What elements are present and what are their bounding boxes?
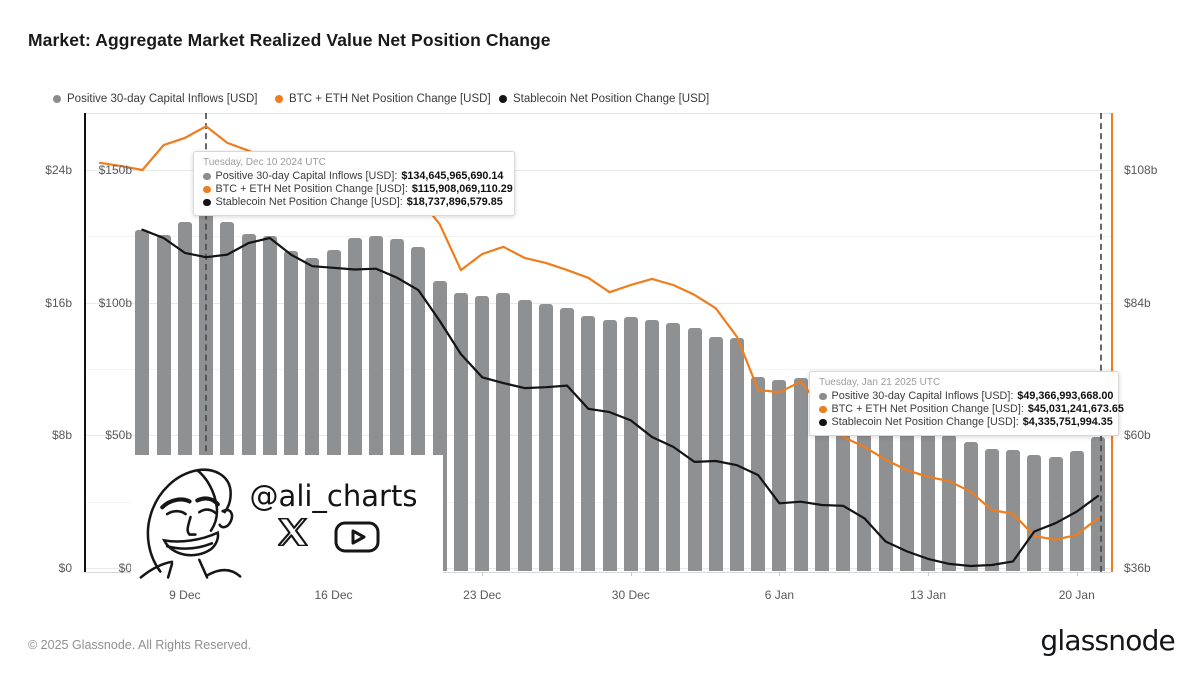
bar-2025-01-12[interactable]: [899, 427, 914, 571]
tooltip-dec-10: Tuesday, Dec 10 2024 UTC Positive 30-day…: [193, 151, 515, 216]
h-gridline-minor: [84, 369, 1111, 370]
bar-2024-12-22[interactable]: [453, 293, 468, 571]
legend-label: Positive 30-day Capital Inflows [USD]: [67, 93, 258, 105]
legend-item-stablecoin[interactable]: Stablecoin Net Position Change [USD]: [499, 93, 709, 105]
bar-2025-01-07[interactable]: [793, 378, 808, 571]
x-twitter-logo-icon: [278, 518, 308, 546]
crosshair-jan-21: [1100, 113, 1102, 572]
tooltip-row: Stablecoin Net Position Change [USD]: $18…: [203, 196, 505, 209]
bar-2024-12-25[interactable]: [517, 300, 532, 571]
x-tick-label: 9 Dec: [169, 588, 201, 602]
x-tick-label: 20 Jan: [1058, 588, 1095, 602]
bar-2025-01-16[interactable]: [984, 448, 999, 571]
bar-2025-01-02[interactable]: [687, 327, 702, 571]
legend-dot-black-icon: [499, 95, 507, 103]
y-tick-left-inner: $0: [118, 561, 132, 575]
bar-2024-12-24[interactable]: [496, 293, 511, 571]
plot-top-border: [84, 113, 1111, 114]
x-tick-label: 16 Dec: [314, 588, 353, 602]
y-tick-left-outer: $0: [58, 561, 72, 575]
copyright-text: © 2025 Glassnode. All Rights Reserved.: [28, 638, 252, 652]
left-axis-line: [84, 113, 86, 572]
y-tick-right: $108b: [1124, 163, 1158, 177]
legend-label: BTC + ETH Net Position Change [USD]: [289, 93, 491, 105]
orange-dot-icon: [203, 185, 211, 194]
bar-2024-12-30[interactable]: [623, 317, 638, 571]
y-tick-right: $36b: [1124, 561, 1151, 575]
bar-2025-01-14[interactable]: [942, 435, 957, 571]
y-tick-left-inner: $100b: [98, 295, 132, 310]
tooltip-row: Positive 30-day Capital Inflows [USD]: $4…: [819, 390, 1113, 403]
tooltip-date: Tuesday, Jan 21 2025 UTC: [819, 377, 941, 388]
x-tick-label: 23 Dec: [463, 588, 502, 602]
tooltip-row: Stablecoin Net Position Change [USD]: $4,…: [819, 416, 1113, 429]
x-tick-mark: [630, 572, 632, 576]
bar-2024-12-28[interactable]: [581, 315, 596, 571]
legend-item-btc-eth[interactable]: BTC + ETH Net Position Change [USD]: [275, 93, 491, 105]
right-axis-line: [1111, 113, 1113, 572]
tooltip-row: BTC + ETH Net Position Change [USD]: $115…: [203, 183, 513, 196]
h-gridline: [84, 302, 1111, 304]
tooltip-row: BTC + ETH Net Position Change [USD]: $45,…: [819, 403, 1124, 416]
legend-label: Stablecoin Net Position Change [USD]: [513, 93, 710, 105]
gray-dot-icon: [819, 392, 827, 401]
y-tick-left-outer: $24b: [45, 163, 72, 177]
watermark: @ali_charts: [131, 455, 443, 580]
y-tick-left-outer: $8b: [51, 428, 72, 443]
watermark-handle: @ali_charts: [249, 479, 418, 513]
x-tick-mark: [482, 572, 484, 576]
h-gridline-minor: [84, 236, 1111, 238]
youtube-play-icon: [334, 521, 380, 553]
page-title: Market: Aggregate Market Realized Value …: [28, 30, 551, 50]
gray-dot-icon: [203, 172, 211, 181]
bar-2025-01-06[interactable]: [772, 379, 787, 571]
y-tick-left-inner: $150b: [98, 163, 132, 177]
y-tick-right: $84b: [1124, 295, 1151, 310]
x-tick-mark: [1076, 572, 1078, 576]
bar-2025-01-03[interactable]: [708, 337, 723, 571]
bar-2024-12-29[interactable]: [602, 319, 617, 571]
tooltip-row: Positive 30-day Capital Inflows [USD]: $1…: [203, 170, 505, 183]
bar-2025-01-19[interactable]: [1048, 456, 1063, 571]
bar-2024-12-31[interactable]: [645, 319, 660, 571]
x-tick-label: 6 Jan: [764, 588, 795, 602]
y-tick-right: $60b: [1124, 428, 1151, 443]
bar-2024-12-26[interactable]: [538, 303, 553, 571]
bar-2025-01-18[interactable]: [1027, 455, 1042, 571]
legend-item-capital-inflows[interactable]: Positive 30-day Capital Inflows [USD]: [53, 93, 257, 105]
tooltip-jan-21: Tuesday, Jan 21 2025 UTC Positive 30-day…: [809, 371, 1124, 436]
x-tick-label: 30 Dec: [611, 588, 650, 602]
bar-2024-12-27[interactable]: [560, 307, 575, 571]
h-gridline: [84, 568, 1111, 569]
bar-2025-01-21[interactable]: [1090, 437, 1105, 571]
x-tick-mark: [928, 572, 930, 576]
bar-2025-01-20[interactable]: [1069, 451, 1084, 571]
bar-2025-01-04[interactable]: [729, 338, 744, 571]
black-dot-icon: [203, 198, 211, 207]
bar-2025-01-13[interactable]: [921, 432, 936, 571]
black-dot-icon: [819, 418, 827, 427]
bar-2025-01-17[interactable]: [1006, 449, 1021, 571]
tooltip-date: Tuesday, Dec 10 2024 UTC: [203, 157, 326, 168]
y-tick-left-inner: $50b: [105, 428, 132, 443]
bar-2024-12-23[interactable]: [475, 296, 490, 571]
legend-dot-gray-icon: [53, 95, 61, 103]
y-tick-left-outer: $16b: [45, 295, 72, 310]
legend-dot-orange-icon: [275, 95, 283, 103]
bar-2025-01-01[interactable]: [666, 322, 681, 571]
x-tick-label: 13 Jan: [910, 588, 947, 602]
glassnode-logo: glassnode: [1040, 624, 1175, 657]
x-axis-line: [84, 572, 1111, 573]
bar-2025-01-05[interactable]: [751, 376, 766, 571]
orange-dot-icon: [819, 405, 827, 414]
bar-2025-01-15[interactable]: [963, 441, 978, 571]
x-tick-mark: [779, 572, 781, 576]
bar-2025-01-11[interactable]: [878, 422, 893, 571]
face-sketch-icon: [139, 468, 242, 579]
